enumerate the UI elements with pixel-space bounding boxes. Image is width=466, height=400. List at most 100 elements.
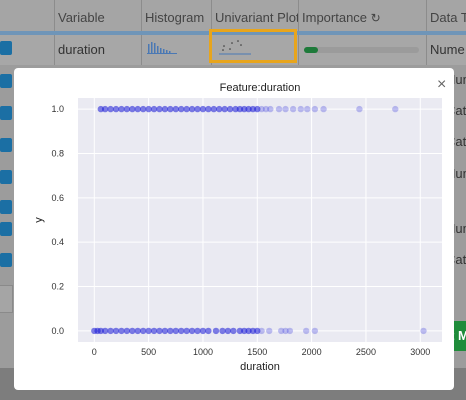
scatter-point (161, 105, 169, 113)
scatter-point (118, 105, 125, 113)
scatter-point (129, 327, 136, 335)
x-axis-label: duration (240, 361, 280, 373)
scatter-point (194, 327, 201, 335)
scatter-point (267, 105, 274, 113)
scatter-point (199, 105, 207, 113)
header-select-col (0, 0, 54, 33)
header-univariant-plot[interactable]: Univariant Plot (211, 0, 298, 33)
scatter-point (205, 327, 212, 335)
scatter-point (123, 327, 131, 335)
scatter-point (139, 327, 147, 335)
scatter-point (134, 327, 141, 335)
scatter-point (156, 327, 163, 335)
scatter-point (134, 105, 141, 113)
scatter-point (123, 105, 131, 113)
importance-track (304, 47, 419, 53)
header-data-type[interactable]: Data T (426, 0, 466, 33)
scatter-point (178, 105, 185, 113)
scatter-point (172, 327, 179, 335)
scatter-point (129, 105, 136, 113)
scatter-point (311, 105, 319, 113)
scatter-point (145, 105, 152, 113)
row-checkbox[interactable] (0, 222, 12, 236)
univariant-plot-thumbnail (219, 40, 251, 55)
x-tick-label: 2000 (302, 347, 322, 357)
x-tick-label: 3000 (410, 347, 430, 357)
scatter-point (188, 327, 196, 335)
scatter-point (194, 105, 201, 113)
scatter-point (230, 327, 237, 335)
refresh-icon[interactable]: ↻ (370, 11, 381, 25)
row-checkbox[interactable] (0, 41, 12, 55)
histogram-cell[interactable] (141, 35, 211, 65)
row-checkbox[interactable] (0, 138, 12, 152)
chart-title: Feature:duration (220, 82, 301, 94)
scatter-point (311, 327, 319, 335)
scatter-point (262, 105, 270, 113)
plot-area (78, 98, 442, 342)
scatter-point (145, 327, 152, 335)
feature-plot-modal: 0 500 1000 1500 2000 2500 3000 0.0 0.2 0.4 0.6 0.8 1… (14, 68, 454, 390)
header-variable[interactable]: Variable (54, 0, 141, 33)
scatter-point (199, 327, 207, 335)
scatter-point (107, 327, 114, 335)
scatter-point (212, 327, 220, 335)
variable-cell: duration (54, 35, 141, 65)
scatter-point (205, 105, 212, 113)
scatter-point (254, 105, 261, 113)
scatter-point (178, 327, 185, 335)
scatter-point (224, 327, 232, 335)
scatter-point (286, 327, 294, 335)
scatter-point (258, 105, 265, 113)
header-importance-label: Importance (302, 10, 368, 25)
scatter-point (216, 105, 223, 113)
scatter-point (304, 105, 311, 113)
scatter-point (226, 105, 234, 113)
header-selection-line (0, 31, 466, 35)
univariant-plot-highlight (209, 29, 297, 63)
scatter-point (118, 327, 125, 335)
importance-fill (304, 47, 318, 53)
x-tick-label: 2500 (356, 347, 376, 357)
y-tick-label: 0.4 (51, 237, 64, 247)
header-importance[interactable]: Importance ↻ (298, 0, 426, 33)
x-tick-label: 1500 (247, 347, 267, 357)
scatter-point (282, 327, 289, 335)
pagination-button[interactable] (0, 285, 13, 313)
scatter-point (101, 105, 109, 113)
scatter-point (139, 105, 147, 113)
scatter-point (167, 327, 174, 335)
scatter-point (101, 327, 109, 335)
row-checkbox[interactable] (0, 170, 12, 184)
scatter-point (167, 105, 174, 113)
scatter-point (183, 105, 190, 113)
y-tick-label: 0.8 (51, 148, 64, 158)
scatter-point (161, 327, 169, 335)
scatter-chart: 0 500 1000 1500 2000 2500 3000 0.0 0.2 0.4 0.6 0.8 1… (33, 82, 442, 373)
scatter-point (258, 327, 265, 335)
scatter-point (112, 327, 120, 335)
scatter-point (219, 327, 226, 335)
close-icon[interactable]: × (437, 76, 447, 93)
scatter-point (188, 105, 196, 113)
row-checkbox[interactable] (0, 253, 12, 267)
x-tick-label: 1000 (193, 347, 213, 357)
y-tick-label: 0.0 (51, 326, 64, 336)
scatter-point (392, 105, 399, 113)
scatter-point (275, 105, 283, 113)
scatter-point (297, 105, 304, 113)
scatter-point (172, 105, 179, 113)
row-checkbox[interactable] (0, 200, 12, 214)
scatter-point (150, 105, 158, 113)
scatter-point (254, 327, 261, 335)
row-checkbox[interactable] (0, 74, 12, 88)
row-checkbox[interactable] (0, 106, 12, 120)
scatter-point (107, 105, 114, 113)
histogram-thumbnail (147, 42, 177, 54)
y-tick-label: 0.6 (51, 193, 64, 203)
header-histogram[interactable]: Histogram (141, 0, 211, 33)
x-tick-label: 0 (92, 347, 97, 357)
scatter-point (112, 105, 120, 113)
scatter-point (356, 105, 363, 113)
x-tick-label: 500 (141, 347, 156, 357)
